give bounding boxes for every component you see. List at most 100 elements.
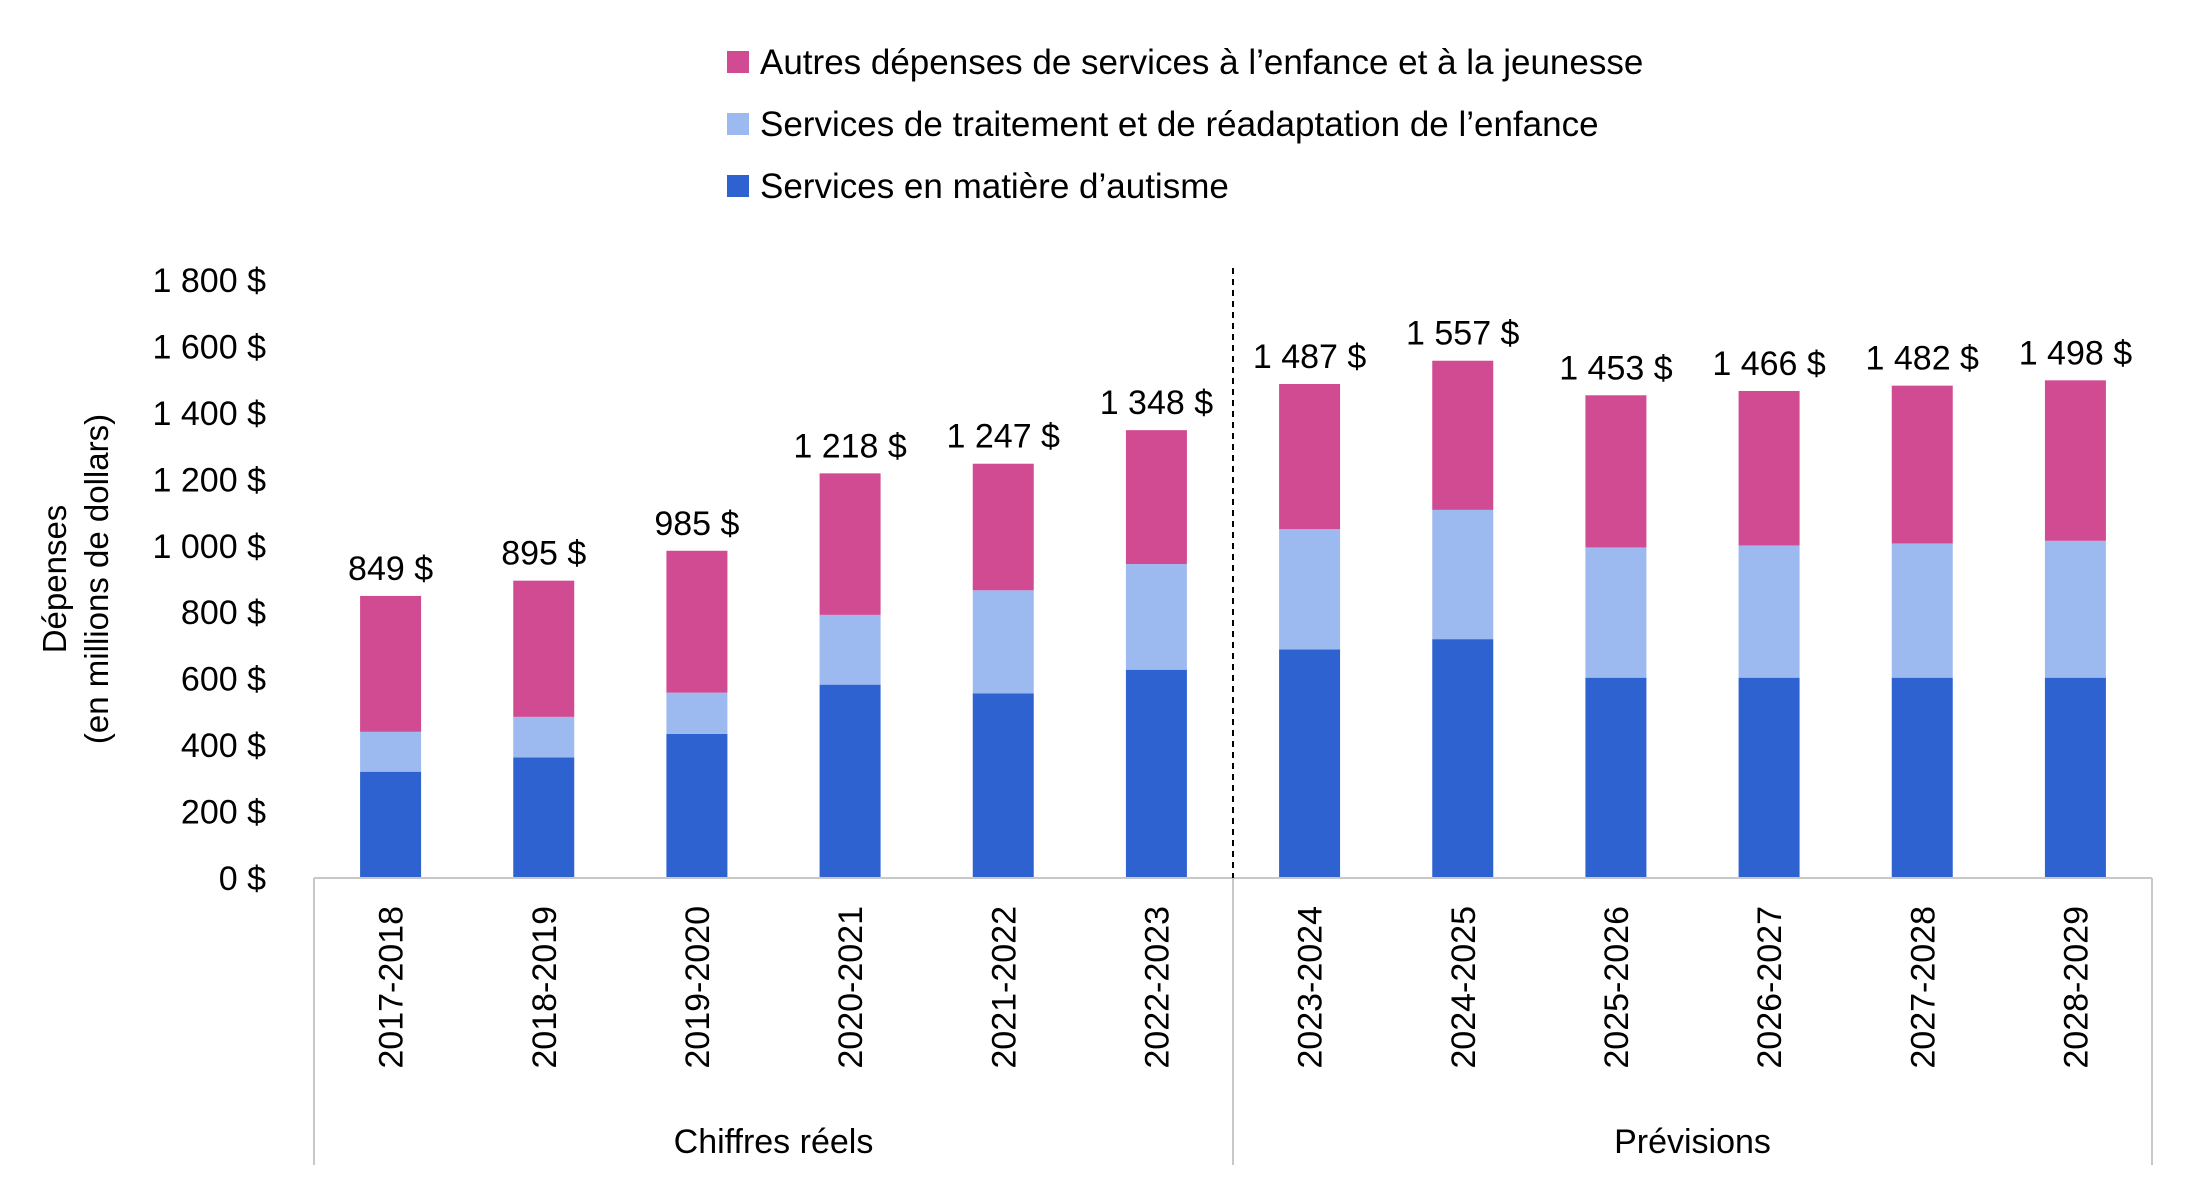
legend-swatch (727, 113, 749, 135)
bar-segment (1125, 430, 1187, 565)
legend-item: Services en matière d’autisme (727, 167, 1229, 206)
x-tick-label: 2020-2021 (832, 906, 870, 1069)
x-tick-label: 2022-2023 (1138, 906, 1176, 1069)
total-label: 1 487 $ (1253, 338, 1367, 376)
y-axis-title-line1: Dépenses (36, 505, 73, 654)
x-tick-label: 2019-2020 (679, 906, 717, 1069)
bar-stack (360, 595, 422, 878)
x-tick-label: 2018-2019 (526, 906, 564, 1069)
x-tick-label: 2026-2027 (1751, 906, 1789, 1069)
legend-label: Autres dépenses de services à l’enfance … (760, 43, 1643, 82)
bar-stack (666, 550, 728, 878)
x-tick-label: 2017-2018 (373, 906, 411, 1069)
bar-segment (1279, 529, 1341, 650)
bar-segment (1891, 677, 1953, 878)
bar-stack (1585, 395, 1647, 878)
total-label: 895 $ (501, 535, 586, 573)
y-axis: 0 $ 200 $ 400 $ 600 $ 800 $ 1 000 $ 1 200 $ 1 4… (36, 262, 266, 898)
y-axis-title: Dépenses (en millions de dollars) (36, 414, 115, 744)
bar-segment (513, 580, 575, 717)
bar-segment (1738, 677, 1800, 878)
bar-segment (972, 590, 1034, 694)
bar-stack (819, 473, 881, 878)
bar-segment (972, 463, 1034, 591)
y-tick-label: 0 $ (219, 860, 266, 898)
bar-segment (1585, 547, 1647, 678)
x-tick-label: 2025-2026 (1598, 906, 1636, 1069)
bar-segment (1891, 385, 1953, 544)
bar-segment (1125, 564, 1187, 670)
y-tick-label: 1 600 $ (153, 328, 267, 366)
bar-segment (1279, 383, 1341, 530)
y-tick-label: 1 800 $ (153, 262, 267, 300)
total-label: 1 498 $ (2019, 334, 2133, 372)
x-group-label: Prévisions (1614, 1123, 1771, 1161)
bar-segment (360, 771, 422, 878)
bar-segment (2044, 677, 2106, 878)
x-tick-label: 2028-2029 (2057, 906, 2095, 1069)
bar-segment (513, 757, 575, 878)
y-tick-label: 1 200 $ (153, 461, 267, 499)
bar-stack (1279, 383, 1341, 878)
total-label: 1 482 $ (1866, 340, 1980, 378)
legend: Autres dépenses de services à l’enfance … (727, 43, 1643, 206)
bar-stack (1125, 430, 1187, 878)
bar-segment (1738, 545, 1800, 678)
bar-segment (666, 692, 728, 734)
bar-segment (1585, 677, 1647, 878)
total-label: 1 247 $ (947, 418, 1061, 456)
bar-segment (1125, 669, 1187, 878)
y-tick-label: 600 $ (181, 661, 266, 699)
bar-segment (972, 693, 1034, 878)
x-tick-label: 2021-2022 (985, 906, 1023, 1069)
x-tick-label: 2023-2024 (1292, 906, 1330, 1069)
bar-stack (1891, 385, 1953, 878)
bar-segment (1432, 509, 1494, 640)
legend-label: Services de traitement et de réadaptatio… (760, 105, 1599, 144)
total-label: 1 348 $ (1100, 384, 1214, 422)
bar-segment (1432, 639, 1494, 878)
legend-label: Services en matière d’autisme (760, 167, 1229, 206)
bar-segment (819, 684, 881, 878)
y-tick-label: 800 $ (181, 594, 266, 632)
y-tick-label: 400 $ (181, 727, 266, 765)
bar-segment (819, 614, 881, 685)
total-label: 1 218 $ (793, 427, 907, 465)
total-label: 849 $ (348, 550, 433, 588)
legend-swatch (727, 51, 749, 73)
bar-segment (2044, 540, 2106, 678)
x-tick-label: 2027-2028 (1904, 906, 1942, 1069)
bar-stack (1432, 360, 1494, 878)
total-labels: 849 $ 895 $ 985 $ 1 218 $ 1 247 $ 1 348 $ 1 48… (348, 315, 2132, 588)
y-tick-label: 200 $ (181, 794, 266, 832)
bar-segment (360, 595, 422, 732)
bar-stack (972, 463, 1034, 878)
bar-stack (2044, 380, 2106, 878)
bar-segment (1279, 649, 1341, 878)
bars (360, 360, 2106, 878)
total-label: 1 453 $ (1559, 349, 1673, 387)
bar-stack (1738, 390, 1800, 878)
y-tick-label: 1 000 $ (153, 528, 267, 566)
bar-segment (666, 550, 728, 693)
bar-segment (360, 731, 422, 772)
x-axis: 2017-2018 2018-2019 2019-2020 2020-2021 2021… (313, 268, 2153, 1165)
total-label: 1 557 $ (1406, 315, 1520, 353)
bar-segment (513, 716, 575, 758)
bar-segment (1432, 360, 1494, 510)
bar-segment (1585, 395, 1647, 548)
y-tick-label: 1 400 $ (153, 395, 267, 433)
legend-item: Services de traitement et de réadaptatio… (727, 105, 1599, 144)
bar-segment (819, 473, 881, 615)
total-label: 1 466 $ (1712, 345, 1826, 383)
legend-swatch (727, 175, 749, 197)
legend-item: Autres dépenses de services à l’enfance … (727, 43, 1643, 82)
bar-segment (1738, 390, 1800, 546)
x-tick-label: 2024-2025 (1445, 906, 1483, 1069)
total-label: 985 $ (654, 505, 739, 543)
x-group-label: Chiffres réels (674, 1123, 874, 1161)
bar-segment (2044, 380, 2106, 541)
y-axis-title-line2: (en millions de dollars) (78, 414, 115, 744)
